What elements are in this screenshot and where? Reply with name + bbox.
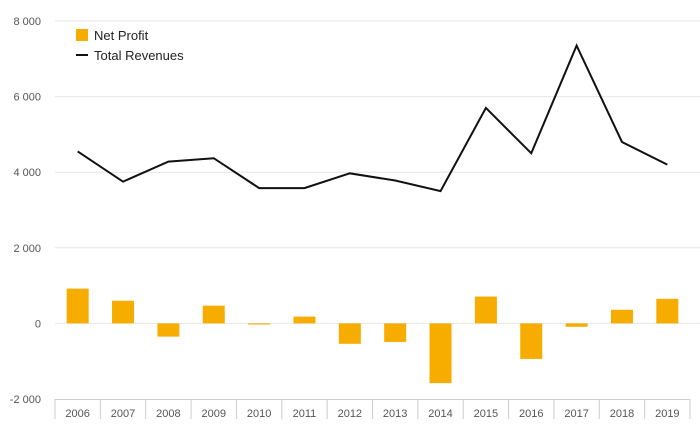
x-tick-label: 2018 — [610, 408, 634, 420]
total-revenues-line — [77, 43, 668, 193]
net-profit-bar-2016 — [520, 323, 543, 359]
x-tick-label: 2012 — [338, 408, 362, 420]
x-tick-label: 2006 — [65, 408, 89, 420]
y-tick-label: 4 000 — [13, 167, 41, 179]
y-tick-label: 6 000 — [13, 92, 41, 104]
x-tick-label: 2008 — [156, 408, 180, 420]
y-tick-label: -2 000 — [10, 394, 41, 406]
y-tick-label: 2 000 — [13, 243, 41, 255]
net-profit-bar-2013 — [384, 323, 407, 342]
net-profit-bar-2007 — [112, 300, 135, 324]
x-tick-label: 2019 — [655, 408, 679, 420]
legend: Net Profit Total Revenues — [76, 28, 184, 63]
x-tick-label: 2017 — [564, 408, 588, 420]
x-tick-label: 2007 — [111, 408, 135, 420]
y-tick-label: 8 000 — [13, 16, 41, 28]
x-tick-label: 2014 — [428, 408, 452, 420]
net-profit-bar-2010 — [248, 323, 271, 325]
net-profit-bar-2019 — [656, 298, 679, 324]
legend-label-net-profit: Net Profit — [94, 28, 149, 43]
x-tick-label: 2015 — [474, 408, 498, 420]
x-tick-label: 2016 — [519, 408, 543, 420]
net-profit-bar-2006 — [66, 288, 89, 324]
x-tick-label: 2009 — [202, 408, 226, 420]
x-tick-label: 2010 — [247, 408, 271, 420]
total-revenues-polyline — [77, 43, 668, 193]
y-tick-label: 0 — [35, 318, 41, 330]
net-profit-bar-2014 — [429, 323, 452, 384]
net-profit-bar-2009 — [202, 305, 225, 324]
x-tick-label: 2011 — [293, 408, 317, 420]
net-profit-bars — [66, 288, 679, 384]
legend-label-total-revenues: Total Revenues — [94, 48, 184, 63]
gridlines — [55, 20, 700, 324]
legend-swatch-net-profit — [76, 29, 88, 41]
x-axis: 2006 2007 2008 2009 2010 2011 2012 2013 2014 2015… — [54, 399, 691, 420]
net-profit-bar-2015 — [474, 296, 497, 324]
y-axis-ticks: 8 000 6 000 4 000 2 000 0 -2 000 — [10, 16, 41, 406]
net-profit-bar-2012 — [338, 323, 361, 344]
net-profit-bar-2011 — [293, 316, 316, 324]
x-tick-label: 2013 — [383, 408, 407, 420]
net-profit-bar-2018 — [610, 309, 633, 324]
net-profit-bar-2017 — [565, 323, 588, 327]
net-profit-bar-2008 — [157, 323, 180, 337]
